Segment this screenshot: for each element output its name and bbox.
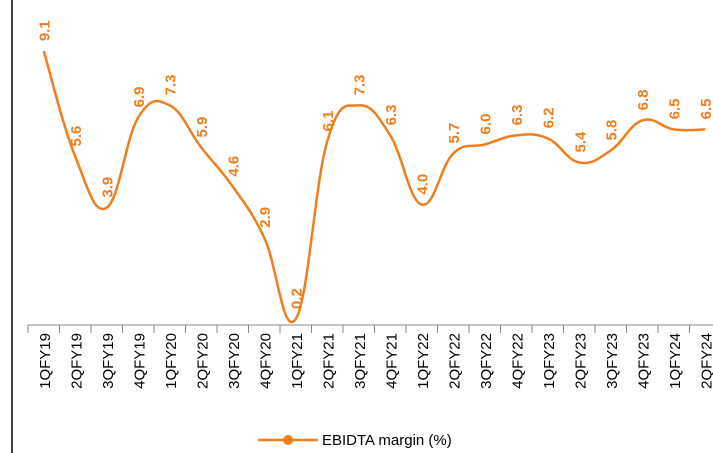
data-label: 4.6 [226, 156, 243, 177]
data-label: 6.0 [478, 114, 495, 135]
line-series [42, 50, 706, 324]
data-label: 6.2 [541, 108, 558, 129]
x-tick-label: 2QFY20 [194, 333, 211, 389]
x-tick-label: 1QFY23 [541, 333, 558, 389]
x-tick-label: 2QFY19 [68, 333, 85, 389]
legend-marker [283, 435, 293, 445]
x-tick-label: 1QFY19 [37, 333, 54, 389]
x-tick-label: 4QFY21 [383, 333, 400, 389]
x-tick-label: 3QFY22 [478, 333, 495, 389]
x-tick-label: 3QFY23 [604, 333, 621, 389]
data-label: 2.9 [257, 207, 274, 228]
x-tick-label: 4QFY23 [635, 333, 652, 389]
x-tick-label: 1QFY21 [289, 333, 306, 389]
x-tick-label: 1QFY22 [415, 333, 432, 389]
data-label: 7.3 [352, 74, 369, 95]
data-label: 0.2 [289, 288, 306, 309]
data-label: 9.1 [37, 20, 54, 41]
x-tick-label: 3QFY20 [226, 333, 243, 389]
data-label: 7.3 [163, 74, 180, 95]
x-tick-label: 4QFY20 [257, 333, 274, 389]
data-label: 6.3 [509, 105, 526, 126]
x-tick-label: 2QFY24 [698, 333, 713, 389]
data-label: 5.6 [68, 126, 85, 147]
x-tick-label: 4QFY19 [131, 333, 148, 389]
data-label: 6.3 [383, 105, 400, 126]
x-tick-label: 2QFY23 [572, 333, 589, 389]
data-label: 6.1 [320, 111, 337, 132]
data-label: 6.5 [698, 99, 713, 120]
x-tick-label: 3QFY21 [352, 333, 369, 389]
data-label: 6.8 [635, 90, 652, 111]
data-label: 5.9 [194, 117, 211, 138]
data-label: 5.7 [446, 123, 463, 144]
x-tick-label: 1QFY20 [163, 333, 180, 389]
data-label: 5.4 [572, 131, 589, 153]
data-label: 3.9 [100, 177, 117, 198]
data-label: 6.5 [667, 99, 684, 120]
x-tick-label: 2QFY22 [446, 333, 463, 389]
data-label: 6.9 [131, 87, 148, 108]
legend-label: EBIDTA margin (%) [322, 432, 452, 449]
x-tick-label: 4QFY22 [509, 333, 526, 389]
x-tick-label: 3QFY19 [100, 333, 117, 389]
data-label: 5.8 [604, 120, 621, 141]
data-label: 4.0 [415, 174, 432, 195]
x-tick-label: 2QFY21 [320, 333, 337, 389]
x-tick-label: 1QFY24 [667, 333, 684, 389]
